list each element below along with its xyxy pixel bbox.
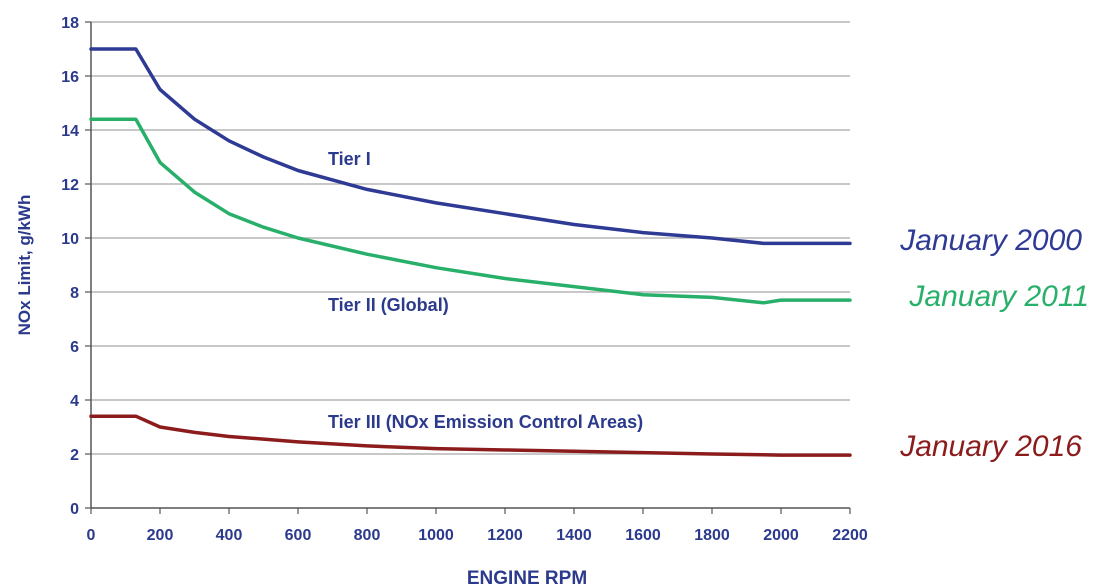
date-label-tier-3: January 2016 — [899, 430, 1082, 463]
tick-label-x: 2000 — [763, 527, 799, 544]
tick-label-x: 1400 — [556, 527, 592, 544]
tick-label-x: 1200 — [487, 527, 523, 544]
x-axis-ticks: 0 200 400 600 800 1000 1200 1400 1600 1800 2000 220… — [87, 508, 868, 544]
tick-label-y: 16 — [61, 69, 79, 86]
gridlines — [91, 21, 850, 455]
series-label-tier-2: Tier II (Global) — [328, 295, 449, 315]
tick-label-x: 1600 — [625, 527, 661, 544]
tick-label-x: 1800 — [694, 527, 730, 544]
tick-label-x: 800 — [354, 527, 381, 544]
tick-label-y: 8 — [70, 285, 79, 302]
date-label-tier-2: January 2011 — [908, 280, 1089, 313]
y-axis-title: NOx Limit, g/kWh — [15, 195, 34, 336]
tick-label-y: 14 — [61, 123, 79, 140]
tick-label-x: 2200 — [832, 527, 868, 544]
tick-label-x: 1000 — [418, 527, 454, 544]
tick-label-y: 2 — [70, 447, 79, 464]
tick-label-y: 12 — [61, 177, 79, 194]
tick-label-x: 0 — [87, 527, 96, 544]
series-line-3 — [89, 414, 852, 457]
series-line-1 — [89, 47, 852, 246]
series-line-2 — [89, 117, 852, 305]
series-label-tier-1: Tier I — [328, 149, 371, 169]
tick-label-x: 200 — [147, 527, 174, 544]
tick-label-y: 4 — [70, 393, 79, 410]
tick-label-y: 6 — [70, 339, 79, 356]
series-lines — [89, 47, 852, 457]
tick-label-y: 18 — [61, 15, 79, 32]
y-axis-ticks: 0 2 4 6 8 10 12 14 16 18 — [61, 15, 91, 518]
x-axis-title: ENGINE RPM — [467, 568, 587, 587]
tick-label-y: 10 — [61, 231, 79, 248]
series-label-tier-3: Tier III (NOx Emission Control Areas) — [328, 412, 643, 432]
date-label-tier-1: January 2000 — [899, 224, 1082, 257]
tick-label-x: 600 — [285, 527, 312, 544]
tick-label-y: 0 — [70, 501, 79, 518]
tick-label-x: 400 — [216, 527, 243, 544]
